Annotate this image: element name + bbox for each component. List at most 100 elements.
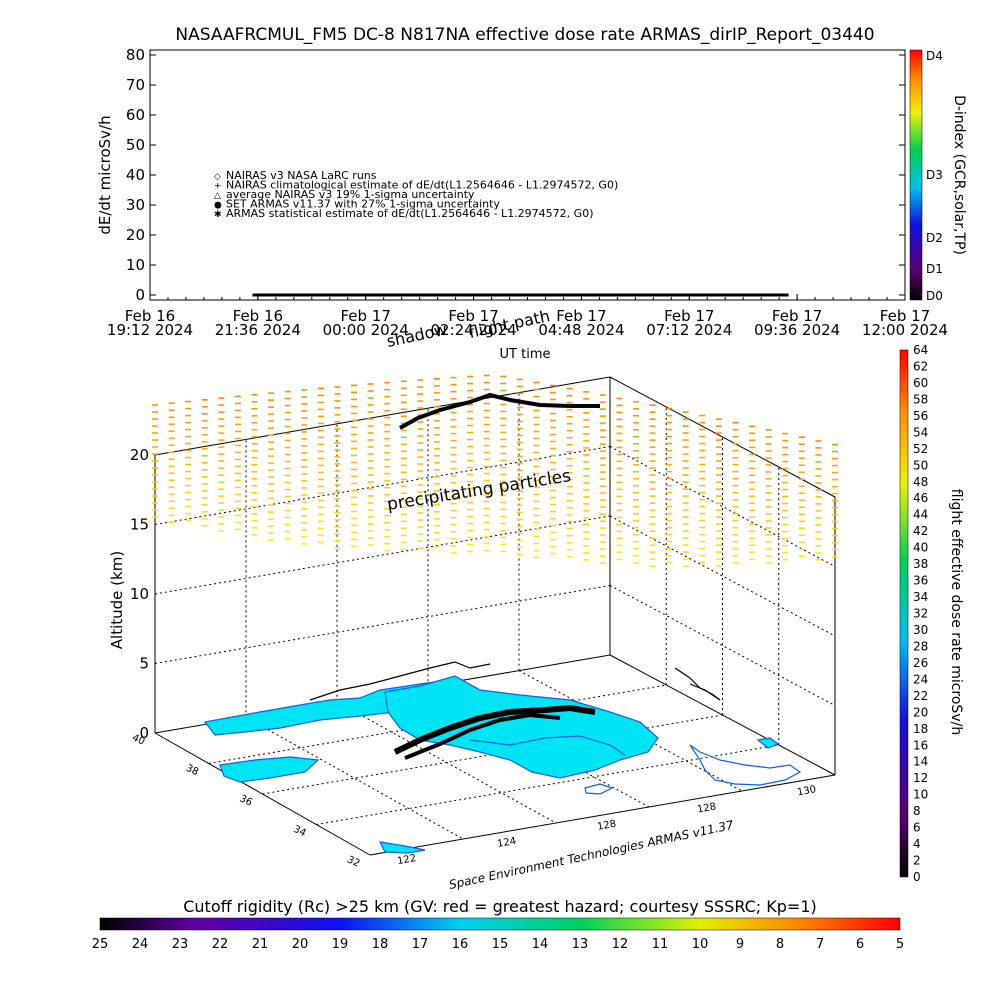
land-japan-coast xyxy=(689,744,802,786)
rc-colorbar-label: 24 xyxy=(132,937,149,952)
dose-colorbar-label: 18 xyxy=(913,722,928,736)
dindex-colorbar xyxy=(909,49,923,301)
x-tick-time: 00:00 2024 xyxy=(323,321,409,339)
rc-colorbar-label: 25 xyxy=(92,937,109,952)
dose-colorbar-label: 10 xyxy=(913,788,928,802)
y-tick-label: 50 xyxy=(126,136,145,154)
legend-symbol: + xyxy=(214,182,222,192)
annotation-precipitating-particles: precipitating particles xyxy=(386,466,573,515)
dose-colorbar-label: 26 xyxy=(913,656,928,670)
dose-colorbar-label: 16 xyxy=(913,738,928,752)
dose-colorbar-label: 12 xyxy=(913,771,928,785)
land-korea xyxy=(384,675,659,779)
timeseries-y-label: dE/dt microSv/h xyxy=(96,115,114,234)
dose-colorbar-label: 4 xyxy=(913,837,921,851)
flight-track-ground xyxy=(309,661,721,760)
latitude-tick-label: 38 xyxy=(184,763,200,778)
dindex-label: D1 xyxy=(926,262,943,276)
dose-colorbar-label: 44 xyxy=(913,508,928,522)
rc-colorbar-title: Cutoff rigidity (Rc) >25 km (GV: red = g… xyxy=(183,897,817,916)
legend-symbol: △ xyxy=(214,191,221,201)
dose-colorbar-label: 28 xyxy=(913,639,928,653)
longitude-tick-label: 128 xyxy=(696,801,717,815)
y-tick-label: 0 xyxy=(135,286,145,304)
rc-colorbar-label: 17 xyxy=(412,937,429,952)
dose-colorbar xyxy=(899,349,909,878)
dose-colorbar-label: 8 xyxy=(913,804,921,818)
rc-colorbar-label: 15 xyxy=(492,937,509,952)
x-tick-day: Feb 17 xyxy=(772,307,822,325)
rc-colorbar-label: 11 xyxy=(652,937,669,952)
legend-symbol: ✱ xyxy=(214,210,222,220)
x-tick-time: 04:48 2024 xyxy=(538,321,624,339)
legend-entry: average NAIRAS v3 19% 1-sigma uncertaint… xyxy=(226,188,475,201)
dose-colorbar-label: 60 xyxy=(913,376,928,390)
flight-track-ground-upper xyxy=(309,661,491,701)
rc-colorbar-labels: 25 24 23 22 21 20 19 18 17 16 15 14 13 12 11 10 9 8 7 6 5 xyxy=(92,937,904,952)
flight-track-ground-line xyxy=(393,704,596,755)
rc-colorbar-label: 5 xyxy=(896,937,904,952)
y-tick-label: 70 xyxy=(126,76,145,94)
dindex-label: D4 xyxy=(926,49,943,63)
dose-colorbar-label: 14 xyxy=(913,755,928,769)
dose-colorbar-title: flight effective dose rate microSv/h xyxy=(948,489,964,735)
rc-colorbar-label: 22 xyxy=(212,937,229,952)
dose-colorbar-label: 38 xyxy=(913,557,928,571)
rc-colorbar-label: 21 xyxy=(252,937,269,952)
dose-colorbar-label: 54 xyxy=(913,425,928,439)
dose-colorbar-label: 62 xyxy=(913,359,928,373)
flight-track-top-plane xyxy=(399,392,600,430)
legend-entry: NAIRAS climatological estimate of dE/dt(… xyxy=(226,179,618,192)
rc-colorbar-label: 7 xyxy=(816,937,824,952)
dose-colorbar-label: 52 xyxy=(913,442,928,456)
altitude-tick-label: 15 xyxy=(130,516,149,534)
legend-entry: ARMAS statistical estimate of dE/dt(L1.2… xyxy=(226,207,593,220)
dose-colorbar-label: 24 xyxy=(913,672,928,686)
dose-colorbar-label: 22 xyxy=(913,689,928,703)
dose-colorbar-label: 50 xyxy=(913,458,928,472)
latitude-tick-label: 34 xyxy=(291,824,307,839)
legend-symbol: ● xyxy=(214,201,222,211)
base-gridline xyxy=(316,744,779,825)
altitude-gridline-left-wall xyxy=(154,585,611,664)
x-tick-day: Feb 16 xyxy=(125,307,175,325)
dose-colorbar-label: 36 xyxy=(913,574,928,588)
x-tick-time: 02:24 2024 xyxy=(430,321,516,339)
flight-track-ground-east xyxy=(674,667,721,701)
dindex-colorbar-title: D-index (GCR,solar,TP) xyxy=(951,95,967,255)
rc-colorbar xyxy=(99,917,901,931)
x-tick-time: 19:12 2024 xyxy=(107,321,193,339)
dose-colorbar-labels: 0246810121416182022242628303234363840424… xyxy=(913,343,928,884)
dindex-colorbar-labels: D0 D1 D2 D3 D4 xyxy=(926,49,943,303)
x-axis-label-ut-time: UT time xyxy=(500,347,551,362)
dose-colorbar-label: 40 xyxy=(913,541,928,555)
dose-colorbar-label: 58 xyxy=(913,392,928,406)
rc-colorbar-label: 8 xyxy=(776,937,784,952)
rc-colorbar-label: 20 xyxy=(292,937,309,952)
altitude-gridline-left-wall xyxy=(154,446,611,525)
top-back-edge xyxy=(154,376,611,456)
rc-colorbar-label: 13 xyxy=(572,937,589,952)
base-gridline xyxy=(208,684,667,764)
rc-colorbar-label: 18 xyxy=(372,937,389,952)
x-tick-day: Feb 17 xyxy=(448,307,498,325)
rc-colorbar-label: 14 xyxy=(532,937,549,952)
top-right-edge xyxy=(609,376,836,498)
longitude-tick-label: 130 xyxy=(796,784,817,798)
y-tick-label: 30 xyxy=(126,196,145,214)
y-tick-label: 60 xyxy=(126,106,145,124)
rc-colorbar-label: 16 xyxy=(452,937,469,952)
dindex-label: D3 xyxy=(926,168,943,182)
altitude-axis-label: Altitude (km) xyxy=(108,551,126,649)
dose-colorbar-label: 42 xyxy=(913,524,928,538)
dose-colorbar-label: 6 xyxy=(913,821,921,835)
latitude-tick-label: 36 xyxy=(238,793,254,808)
latitude-tick-label: 32 xyxy=(345,854,361,869)
legend-entry: NAIRAS v3 NASA LaRC runs xyxy=(226,169,377,182)
dindex-label: D0 xyxy=(926,289,943,303)
rc-colorbar-label: 9 xyxy=(736,937,744,952)
dindex-label: D2 xyxy=(926,231,943,245)
y-tick-label: 10 xyxy=(126,256,145,274)
altitude-gridline-left-wall xyxy=(154,515,611,595)
